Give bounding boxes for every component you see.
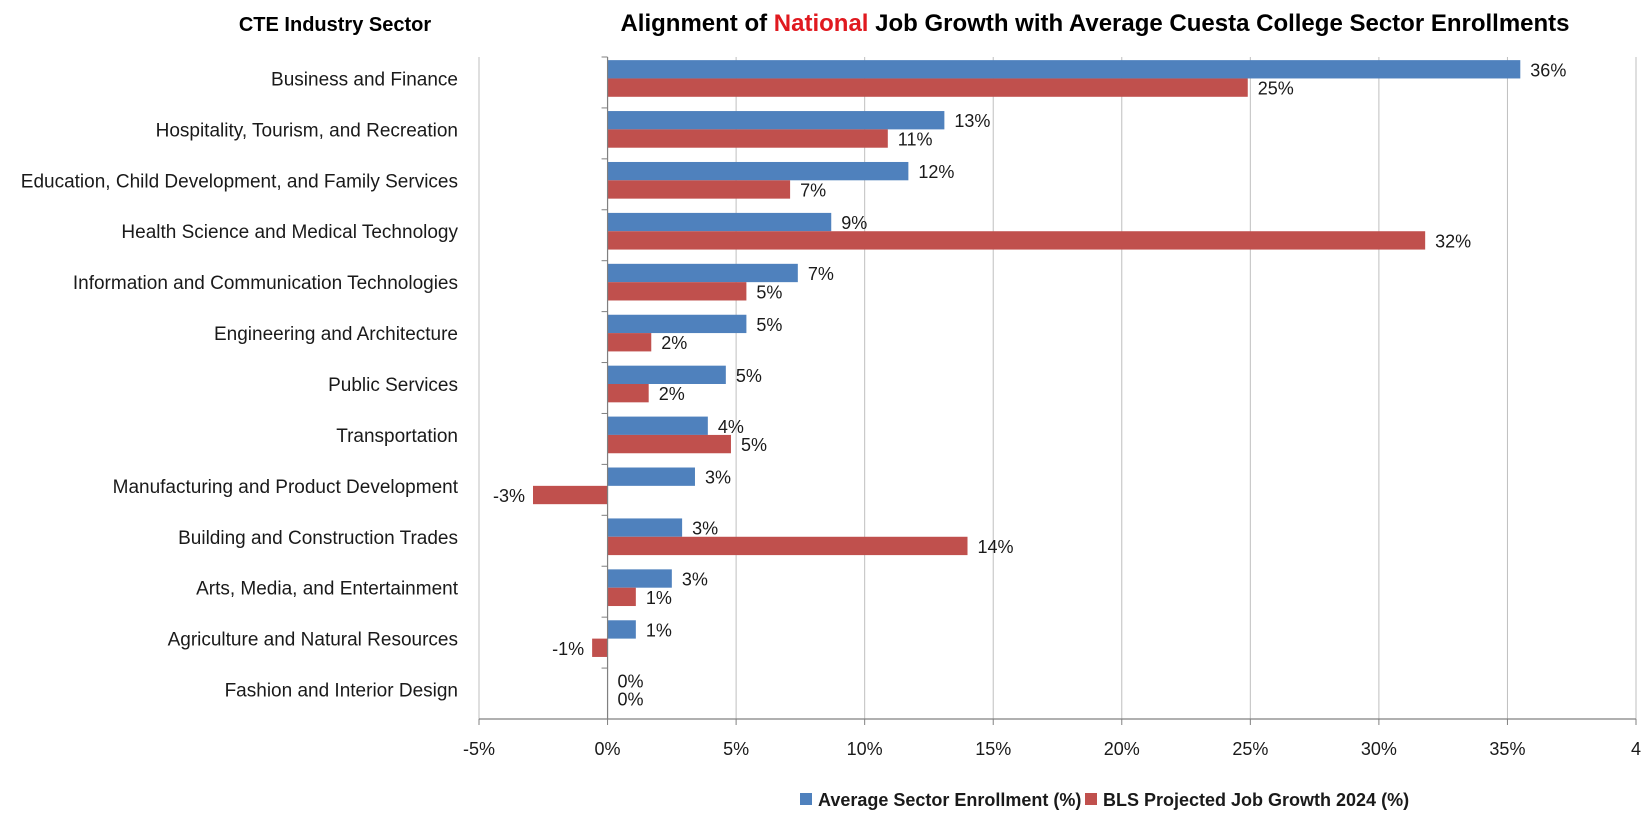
- chart-title-suffix: Job Growth with Average Cuesta College S…: [868, 10, 1569, 37]
- data-label: 11%: [898, 130, 933, 150]
- x-tick-label: 35%: [1489, 739, 1525, 759]
- chart-title: Alignment of National Job Growth with Av…: [620, 10, 1569, 37]
- x-tick-label: 15%: [975, 739, 1011, 759]
- data-label: 12%: [918, 162, 954, 182]
- category-label: Fashion and Interior Design: [225, 681, 458, 702]
- data-label: 3%: [705, 468, 731, 488]
- category-label: Public Services: [328, 375, 458, 396]
- data-label: 4%: [718, 417, 744, 437]
- legend-swatch: [800, 793, 812, 805]
- data-label: 1%: [646, 588, 672, 608]
- bar-job-growth: [608, 537, 968, 555]
- x-tick-label: 25%: [1232, 739, 1268, 759]
- bar-job-growth: [608, 384, 649, 402]
- data-label: 3%: [682, 570, 708, 590]
- bar-job-growth: [608, 129, 888, 147]
- bar-enrollment: [608, 366, 726, 384]
- category-label: Education, Child Development, and Family…: [21, 171, 458, 192]
- legend: Average Sector Enrollment (%) BLS Project…: [800, 790, 1409, 810]
- data-label: 5%: [736, 366, 762, 386]
- data-label: 13%: [954, 111, 990, 131]
- data-label: 14%: [978, 537, 1014, 557]
- data-label: 7%: [808, 264, 834, 284]
- chart-title-prefix: Alignment of: [620, 10, 773, 37]
- bar-job-growth: [608, 333, 652, 351]
- bars: [533, 60, 1520, 657]
- x-tick-label: 20%: [1104, 739, 1140, 759]
- data-label: 3%: [692, 519, 718, 539]
- chart-title-highlight: National: [774, 10, 869, 37]
- category-label: Building and Construction Trades: [178, 528, 458, 549]
- data-label: -3%: [493, 486, 525, 506]
- x-tick-label: 0%: [595, 739, 621, 759]
- x-tick-label: -5%: [463, 739, 495, 759]
- data-label: -1%: [552, 639, 584, 659]
- bar-job-growth: [608, 588, 636, 606]
- bar-enrollment: [608, 468, 695, 486]
- data-label: 1%: [646, 620, 672, 640]
- bar-enrollment: [608, 111, 945, 129]
- bar-enrollment: [608, 417, 708, 435]
- category-label: Information and Communication Technologi…: [73, 273, 458, 294]
- category-label: Transportation: [336, 426, 458, 447]
- data-label: 2%: [661, 333, 687, 353]
- category-label: Business and Finance: [271, 69, 458, 90]
- data-label: 2%: [659, 384, 685, 404]
- x-tick-label: 30%: [1361, 739, 1397, 759]
- bar-enrollment: [608, 620, 636, 638]
- data-label: 5%: [756, 315, 782, 335]
- data-label: 36%: [1530, 60, 1566, 80]
- data-label: 5%: [741, 435, 767, 455]
- bar-job-growth: [608, 180, 791, 198]
- category-label: Engineering and Architecture: [214, 324, 458, 345]
- bar-enrollment: [608, 569, 672, 587]
- x-tick-label: 4: [1631, 739, 1641, 759]
- category-label: Hospitality, Tourism, and Recreation: [156, 120, 458, 141]
- bar-job-growth: [592, 639, 607, 657]
- data-label: 0%: [618, 671, 644, 691]
- bar-job-growth: [533, 486, 608, 504]
- data-label: 25%: [1258, 79, 1294, 99]
- category-label: Arts, Media, and Entertainment: [196, 579, 459, 600]
- bar-job-growth: [608, 282, 747, 300]
- data-label: 5%: [756, 282, 782, 302]
- bar-enrollment: [608, 264, 798, 282]
- data-label: 0%: [618, 690, 644, 710]
- bar-enrollment: [608, 315, 747, 333]
- bar-enrollment: [608, 518, 683, 536]
- category-label: Health Science and Medical Technology: [121, 222, 458, 243]
- data-label: 7%: [800, 180, 826, 200]
- bar-enrollment: [608, 213, 832, 231]
- data-label: 9%: [841, 213, 867, 233]
- bar-job-growth: [608, 435, 731, 453]
- bar-enrollment: [608, 60, 1521, 78]
- bar-job-growth: [608, 231, 1426, 249]
- x-tick-label: 5%: [723, 739, 749, 759]
- data-label: 32%: [1435, 231, 1471, 251]
- legend-label: Average Sector Enrollment (%): [818, 790, 1081, 810]
- legend-label: BLS Projected Job Growth 2024 (%): [1103, 790, 1409, 810]
- bar-job-growth: [608, 78, 1248, 96]
- category-label: Manufacturing and Product Development: [113, 477, 459, 498]
- legend-swatch: [1085, 793, 1097, 805]
- category-label: Agriculture and Natural Resources: [168, 630, 458, 651]
- category-axis-title: CTE Industry Sector: [239, 14, 431, 36]
- bar-enrollment: [608, 162, 909, 180]
- x-tick-label: 10%: [847, 739, 883, 759]
